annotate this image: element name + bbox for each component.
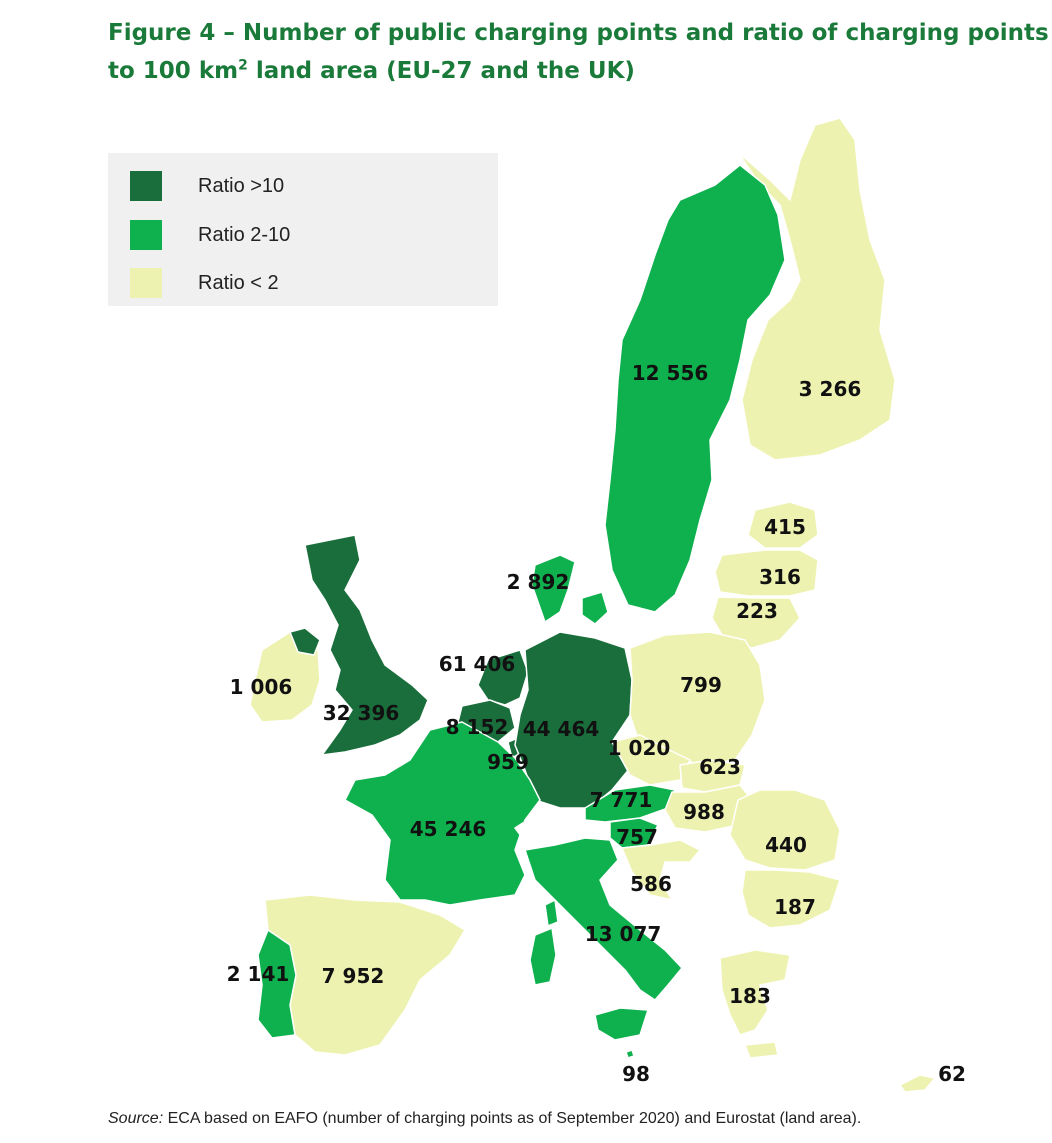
region-uk	[304, 534, 429, 756]
region-bulgaria	[741, 869, 841, 929]
label-hungary: 988	[683, 800, 725, 824]
legend-swatch-medium	[130, 220, 162, 250]
label-netherlands: 61 406	[438, 652, 516, 676]
title-line-1: Figure 4 – Number of public charging poi…	[108, 20, 1049, 46]
region-sweden	[604, 164, 786, 613]
legend-label-low: Ratio < 2	[198, 271, 279, 294]
label-croatia: 586	[630, 872, 672, 896]
figure-title: Figure 4 – Number of public charging poi…	[108, 14, 1049, 90]
legend-label-high: Ratio >10	[198, 174, 285, 197]
label-latvia: 316	[759, 565, 801, 589]
label-slovenia: 757	[616, 825, 658, 849]
label-bulgaria: 187	[774, 895, 816, 919]
region-denmark	[531, 554, 609, 625]
legend-item-low: Ratio < 2	[130, 267, 279, 299]
label-estonia: 415	[764, 515, 806, 539]
label-malta: 98	[622, 1062, 650, 1086]
label-cyprus: 62	[938, 1062, 966, 1086]
source-text: ECA based on EAFO (number of charging po…	[163, 1110, 862, 1127]
label-poland: 799	[680, 673, 722, 697]
region-northern-ireland	[289, 627, 321, 656]
region-poland	[629, 631, 766, 766]
region-switzerland	[514, 811, 576, 846]
label-germany: 44 464	[522, 717, 600, 741]
label-slovakia: 623	[699, 755, 741, 779]
legend-swatch-low	[130, 268, 162, 298]
label-spain: 7 952	[321, 964, 385, 988]
label-lithuania: 223	[736, 599, 778, 623]
region-france	[344, 721, 541, 906]
source-prefix: Source:	[108, 1110, 164, 1127]
region-sardinia	[529, 927, 557, 986]
region-malta	[625, 1049, 635, 1059]
region-corsica	[544, 899, 559, 927]
label-denmark: 2 892	[506, 570, 570, 594]
label-austria: 7 771	[589, 788, 653, 812]
region-cyprus	[899, 1074, 936, 1093]
region-estonia	[747, 501, 819, 549]
region-germany	[514, 631, 633, 809]
label-czechia: 1 020	[607, 736, 671, 760]
region-portugal	[257, 929, 297, 1039]
label-greece: 183	[729, 984, 771, 1008]
legend-label-medium: Ratio 2-10	[198, 223, 291, 246]
region-finland	[737, 117, 896, 461]
region-greece	[719, 949, 791, 1059]
region-croatia	[621, 839, 701, 901]
region-sicily	[594, 1007, 649, 1041]
label-uk: 32 396	[322, 701, 400, 725]
label-france: 45 246	[409, 817, 487, 841]
label-luxembourg: 959	[487, 750, 529, 774]
region-italy	[524, 837, 683, 1001]
region-netherlands	[477, 649, 529, 706]
legend-swatch-high	[130, 171, 162, 201]
map-legend: Ratio >10 Ratio 2-10 Ratio < 2	[108, 153, 498, 306]
title-line-2: to 100 km2 land area (EU-27 and the UK)	[108, 57, 635, 84]
legend-item-medium: Ratio 2-10	[130, 219, 290, 251]
region-lithuania	[711, 596, 801, 649]
label-italy: 13 077	[584, 922, 662, 946]
region-romania	[729, 789, 841, 871]
label-portugal: 2 141	[226, 962, 290, 986]
source-note: Source: ECA based on EAFO (number of cha…	[108, 1110, 1038, 1128]
label-ireland: 1 006	[229, 675, 293, 699]
label-finland: 3 266	[798, 377, 862, 401]
region-latvia	[714, 549, 819, 597]
legend-item-high: Ratio >10	[130, 170, 284, 202]
label-belgium: 8 152	[445, 715, 509, 739]
label-romania: 440	[765, 833, 807, 857]
label-sweden: 12 556	[631, 361, 709, 385]
